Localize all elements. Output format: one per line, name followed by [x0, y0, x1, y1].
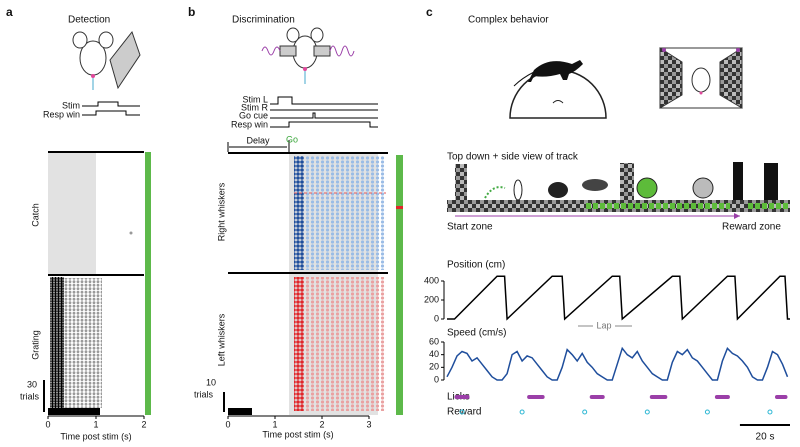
reward [519, 409, 525, 415]
x-tick-label: 0 [45, 419, 50, 429]
x-tick-label: 2 [141, 419, 146, 429]
x-tick-label: 1 [93, 419, 98, 429]
lick-bout [714, 395, 730, 399]
stim-bar [228, 408, 252, 415]
lick-bout [649, 395, 668, 399]
reward [767, 409, 773, 415]
timing-label: Resp win [231, 119, 268, 129]
outcome-bar [145, 152, 151, 415]
lick-raster [62, 278, 102, 408]
scale-label: trials [20, 391, 40, 401]
lick-bout [454, 395, 470, 399]
track-arrow [734, 213, 740, 219]
timing-trace [270, 112, 378, 119]
y-tick-label: 0 [434, 374, 439, 384]
panel-letter: a [6, 5, 13, 19]
y-tick-label: 20 [429, 362, 439, 372]
x-tick-label: 3 [366, 419, 371, 429]
panel-title: Complex behavior [468, 15, 549, 26]
panel-title: Detection [68, 15, 110, 26]
track-illustration [447, 162, 790, 212]
axis-title: Time post stim (s) [60, 431, 131, 441]
delay-label: Delay [246, 135, 270, 145]
lick-raster [294, 156, 304, 270]
lick-bout [774, 395, 788, 399]
go-label: Go [286, 134, 298, 144]
timing-label: Stim L [242, 94, 268, 104]
outcome-error [396, 206, 403, 209]
x-tick-label: 2 [319, 419, 324, 429]
scale-label: 20 s [756, 432, 775, 443]
lick-raster [304, 156, 386, 270]
timing-label: Stim R [241, 102, 269, 112]
row-label: Right whiskers [216, 182, 226, 241]
timing-trace [270, 96, 378, 105]
mouse-illustration [72, 30, 141, 90]
zone-label: Reward zone [722, 222, 781, 233]
reward [644, 409, 650, 415]
lap-label: Lap [596, 320, 611, 330]
panel-letter: b [188, 5, 195, 19]
reward [582, 409, 588, 415]
outcome-bar [396, 155, 403, 415]
y-tick-label: 40 [429, 349, 439, 359]
position-trace [447, 275, 790, 321]
axis-title: Position (cm) [447, 260, 505, 271]
response-window [48, 153, 96, 275]
reward [704, 409, 710, 415]
y-tick-label: 400 [424, 275, 439, 285]
y-tick-label: 0 [434, 313, 439, 323]
timing-trace [270, 121, 378, 128]
timing-label: Resp win [43, 109, 80, 119]
axis-title: Time post stim (s) [262, 429, 333, 439]
timing-label: Stim [62, 100, 80, 110]
panel-title: Discrimination [232, 15, 295, 26]
y-tick-label: 60 [429, 336, 439, 346]
x-tick-label: 1 [272, 419, 277, 429]
lick-raster [304, 277, 386, 411]
stim-bar [48, 408, 100, 415]
mouse-illustration [261, 27, 355, 84]
x-tick-label: 0 [225, 419, 230, 429]
reward [459, 409, 465, 415]
lick-raster [129, 231, 133, 235]
mouse-on-ball [509, 60, 607, 119]
zone-label: Start zone [447, 222, 493, 233]
timing-label: Go cue [239, 110, 268, 120]
timing-trace [82, 101, 140, 107]
row-label: Left whiskers [216, 313, 226, 366]
scale-label: 30 [27, 379, 37, 389]
scale-label: 10 [206, 377, 216, 387]
timing-trace [82, 110, 140, 116]
row-label: Grating [30, 330, 40, 360]
axis-title: Speed (cm/s) [447, 328, 506, 339]
lick-raster [50, 277, 64, 408]
row-label: Catch [30, 203, 40, 227]
speed-trace [446, 346, 789, 381]
lick-raster [294, 277, 304, 411]
scale-label: trials [194, 389, 214, 399]
virtual-corridor [659, 47, 743, 109]
lick-bout [527, 395, 545, 399]
lick-bout [589, 395, 605, 399]
y-tick-label: 200 [424, 294, 439, 304]
panel-letter: c [426, 5, 433, 19]
lap-box [593, 320, 615, 332]
track-title: Top down + side view of track [447, 152, 579, 163]
